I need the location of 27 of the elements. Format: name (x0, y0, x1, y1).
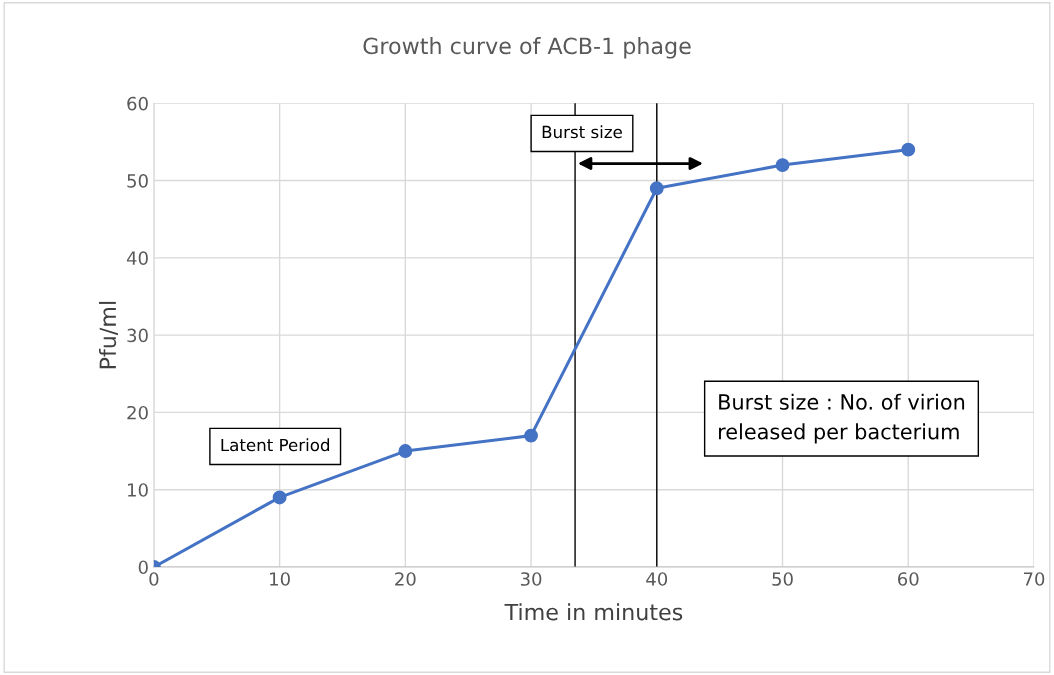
chart-title: Growth curve of ACB-1 phage (363, 37, 691, 59)
point (901, 142, 916, 157)
annotation: Burst size : No. of virion released per bacterium (719, 393, 965, 444)
x-tick-label: 10 (270, 572, 290, 586)
y-tick-label: 30 (127, 328, 148, 343)
point (649, 181, 664, 196)
y-tick-label: 50 (127, 174, 148, 188)
x-tick-label: 60 (898, 572, 919, 586)
x-tick-label: 50 (772, 572, 793, 586)
point (272, 490, 287, 505)
x-tick-label: 0 (149, 572, 159, 586)
point (398, 444, 413, 459)
y-tick-label: 20 (127, 405, 148, 420)
y-axis-title: Pfu/ml (98, 301, 118, 369)
x-tick-label: 20 (395, 572, 416, 586)
y-tick-label: 40 (126, 251, 148, 265)
annotation: Burst size (542, 125, 622, 139)
y-tick-label: 60 (127, 96, 148, 111)
x-tick-label: 70 (1023, 572, 1045, 586)
x-tick-label: 40 (646, 572, 668, 586)
x-axis-title: Time in minutes (504, 603, 683, 621)
annotation: Latent Period (221, 438, 330, 452)
y-tick-label: 0 (138, 560, 148, 575)
point (775, 158, 790, 173)
y-tick-label: 10 (128, 483, 148, 497)
x-tick-label: 30 (520, 572, 542, 586)
point (524, 428, 539, 443)
